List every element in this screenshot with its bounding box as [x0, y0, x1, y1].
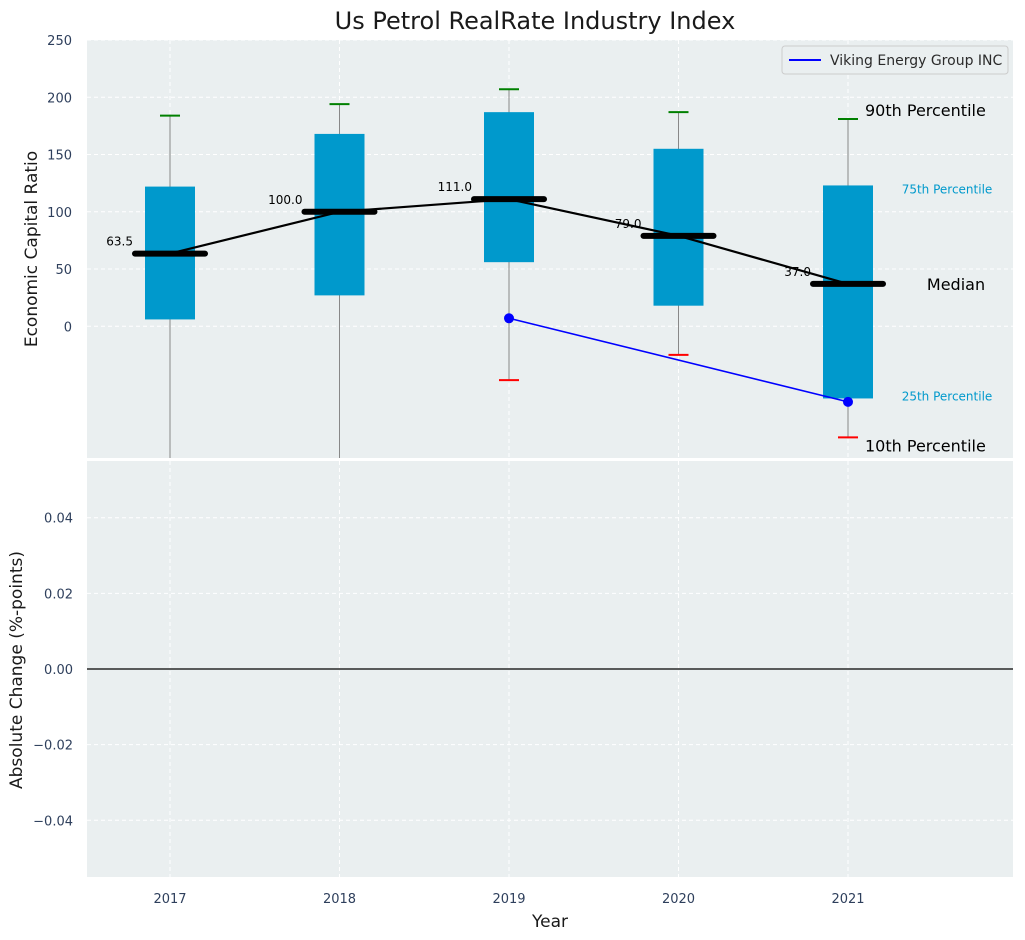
bottom-y-tick-2: 0.00: [44, 663, 73, 678]
x-tick-2020: 2020: [662, 892, 695, 907]
legend-label: Viking Energy Group INC: [830, 53, 1003, 69]
top-y-tick-50: 50: [55, 263, 72, 278]
bottom-y-tick-4: 0.04: [44, 512, 73, 527]
median-label-2017: 63.5: [106, 235, 133, 249]
bottom-y-tick-0: −0.04: [33, 814, 73, 829]
median-value-labels: 63.5 100.0 111.0 79.0 37.0: [106, 180, 811, 279]
percentile-annotations: 90th Percentile 75th Percentile Median 25th…: [865, 101, 992, 455]
x-tick-2018: 2018: [323, 892, 356, 907]
box-2021: [823, 185, 873, 399]
top-y-tick-150: 150: [47, 149, 72, 164]
top-caps: [160, 88, 858, 439]
bottom-y-tick-1: −0.02: [33, 739, 73, 754]
x-tick-2021: 2021: [831, 892, 864, 907]
annotation-median: Median: [927, 275, 985, 294]
legend-box: [781, 45, 1009, 75]
bottom-y-tick-3: 0.02: [44, 587, 73, 602]
median-markers: [132, 196, 886, 287]
top-y-tick-200: 200: [47, 91, 72, 106]
company-point-2021: [843, 396, 853, 407]
bottom-y-axis-label: Absolute Change (%-points): [7, 551, 27, 789]
annotation-p90: 90th Percentile: [865, 101, 986, 120]
legend: Viking Energy Group INC: [781, 45, 1009, 75]
x-tick-2017: 2017: [153, 892, 186, 907]
box-2019: [484, 112, 534, 263]
bottom-y-tick-labels: −0.04 −0.02 0.00 0.02 0.04: [33, 512, 73, 830]
top-y-tick-labels: 0 50 100 150 200 250: [47, 34, 72, 335]
top-panel: 63.5 100.0 111.0 79.0 37.0 0 50 100 150 200 250 9…: [22, 7, 1013, 458]
company-series-points: [504, 313, 853, 407]
company-point-2019: [504, 313, 514, 324]
bottom-panel: −0.04−0.020.000.020.04 2017 2018 2019 2020 2…: [7, 461, 1013, 932]
x-axis-label: Year: [531, 912, 568, 932]
company-series-line: [508, 317, 849, 403]
top-y-axis-label: Economic Capital Ratio: [22, 151, 42, 347]
median-label-2018: 100.0: [268, 193, 302, 207]
annotation-p10: 10th Percentile: [865, 436, 986, 455]
x-tick-2019: 2019: [492, 892, 525, 907]
median-label-2020: 79.0: [615, 217, 642, 231]
top-y-tick-0: 0: [64, 320, 72, 335]
x-tick-labels: 2017 2018 2019 2020 2021: [153, 892, 864, 907]
median-label-2021: 37.0: [784, 265, 811, 279]
chart-title: Us Petrol RealRate Industry Index: [335, 7, 736, 35]
annotation-p25: 25th Percentile: [902, 389, 993, 403]
annotation-p75: 75th Percentile: [902, 182, 993, 196]
median-label-2019: 111.0: [438, 180, 472, 194]
top-gridlines: [87, 39, 1013, 458]
box-2020: [653, 148, 704, 306]
top-y-tick-100: 100: [47, 206, 72, 221]
top-y-tick-250: 250: [47, 34, 72, 49]
